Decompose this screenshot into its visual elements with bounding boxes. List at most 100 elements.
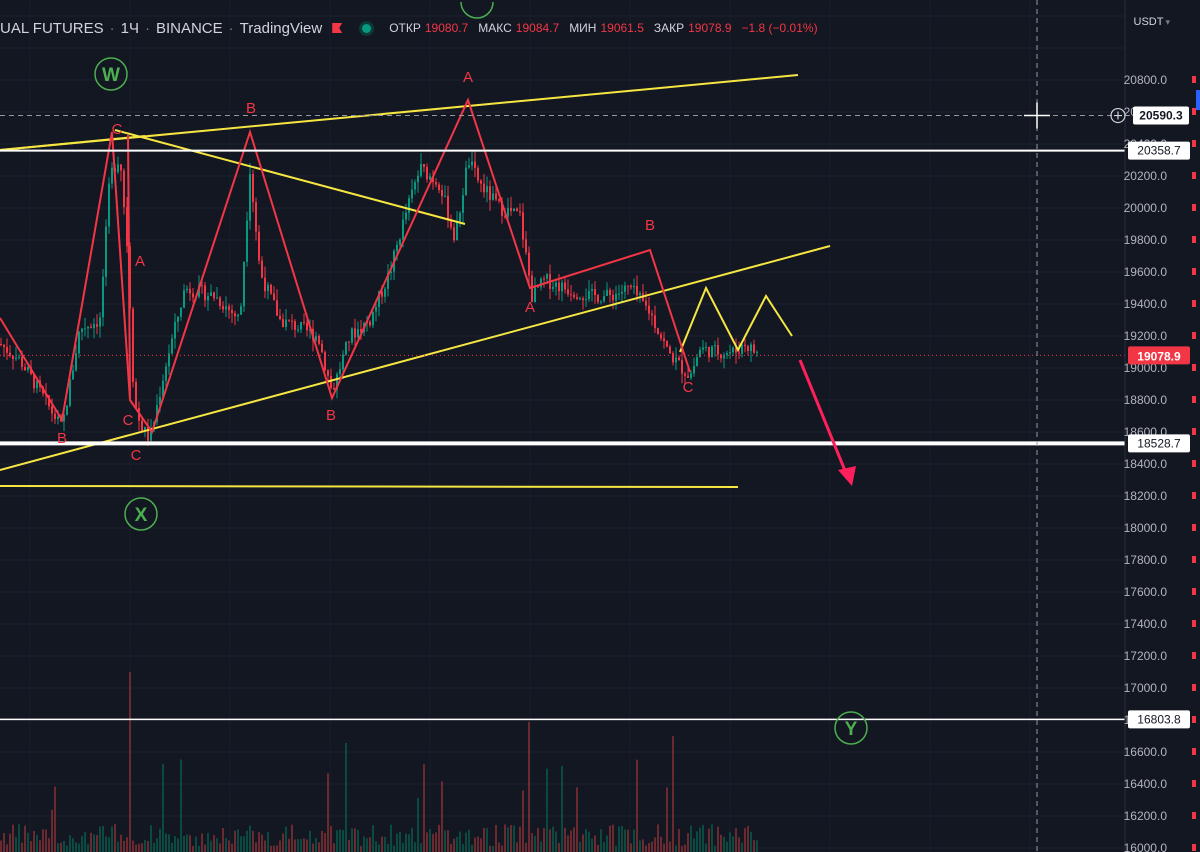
candle-body (69, 379, 71, 406)
add-alert-icon[interactable] (1110, 107, 1126, 124)
price-tick-label: 18800.0 (1124, 393, 1168, 407)
volume-bar (426, 832, 428, 852)
volume-bar (570, 830, 572, 852)
candle-body (462, 195, 464, 213)
volume-bar (456, 836, 458, 852)
volume-bar (330, 825, 332, 852)
price-tick-label: 19000.0 (1124, 361, 1168, 375)
volume-bar (48, 838, 50, 852)
volume-bar (600, 829, 602, 852)
alert-marker (1192, 652, 1196, 659)
volume-bar (666, 787, 668, 852)
candle-body (369, 321, 371, 326)
volume-bar (327, 773, 329, 852)
volume-bar (567, 835, 569, 852)
candle-body (282, 319, 284, 328)
candle-body (687, 375, 689, 378)
volume-bar (363, 836, 365, 852)
candle-body (384, 288, 386, 297)
wave-segment (127, 134, 131, 399)
alert-marker (1192, 140, 1196, 147)
candle-body (141, 420, 143, 432)
candle-body (159, 396, 161, 406)
volume-bar (24, 825, 26, 852)
candle-body (651, 313, 653, 316)
candle-body (453, 227, 455, 241)
candle-body (381, 291, 383, 297)
candle-body (6, 347, 8, 353)
volume-bar (474, 837, 476, 852)
volume-bar (120, 834, 122, 852)
candle-body (327, 370, 329, 376)
candle-body (348, 341, 350, 343)
price-tick-label: 18200.0 (1124, 489, 1168, 503)
price-axis[interactable]: 20800.020600.020400.020200.020000.019800… (1110, 0, 1200, 852)
volume-bar (240, 836, 242, 852)
volume-bar (171, 842, 173, 852)
volume-bar (387, 843, 389, 852)
volume-bar (123, 840, 125, 852)
volume-bar (642, 839, 644, 852)
last-price-tag (1128, 346, 1190, 365)
candle-body (675, 357, 677, 363)
ohlc-values: ОТКР 19080.7 МАКС 19084.7 МИН 19061.5 ЗАКР 1… (389, 21, 823, 35)
wave-label: A (135, 253, 145, 270)
candle-body (294, 321, 296, 330)
candle-body (756, 351, 758, 353)
candle-body (351, 328, 353, 343)
volume-bar (159, 828, 161, 852)
wave-degree-label: Y (845, 719, 858, 740)
exchange: BINANCE (155, 19, 223, 37)
last-price-label: 19078.9 (1137, 349, 1181, 363)
candle-body (27, 367, 29, 371)
alert-marker (1192, 108, 1196, 115)
interval[interactable]: 1Ч (120, 19, 139, 37)
close-label: ЗАКР (653, 21, 685, 35)
alert-marker (1192, 268, 1196, 275)
candle-body (606, 289, 608, 297)
alert-marker (1192, 684, 1196, 691)
volume-bar (249, 825, 251, 852)
volume-bar (543, 828, 545, 852)
volume-bar (564, 827, 566, 852)
candle-body (333, 387, 335, 390)
wave-label: B (645, 217, 655, 234)
volume-bar (516, 842, 518, 852)
volume-bar (42, 829, 44, 852)
volume-bar (0, 840, 2, 852)
volume-bar (366, 838, 368, 852)
alert-marker (1192, 716, 1196, 723)
candle-body (525, 239, 527, 253)
candle-body (243, 261, 245, 307)
volume-bar (510, 825, 512, 852)
candle-body (249, 173, 251, 221)
flag-icon[interactable] (332, 23, 343, 33)
volume-bar (561, 765, 563, 852)
candle-body (12, 355, 14, 360)
volume-bar (231, 843, 233, 852)
alert-marker (1192, 780, 1196, 787)
candle-body (684, 373, 686, 376)
candle-body (681, 360, 683, 374)
candle-body (663, 338, 665, 342)
candle-body (390, 271, 392, 274)
volume-bar (156, 838, 158, 852)
volume-bar (267, 832, 269, 852)
volume-bar (696, 831, 698, 852)
volume-bar (558, 843, 560, 852)
volume-bar (399, 831, 401, 852)
volume-bar (297, 839, 299, 852)
candle-body (483, 183, 485, 193)
volume-bar (441, 781, 443, 852)
volume-bar (300, 839, 302, 852)
candle-body (246, 220, 248, 262)
volume-bar (60, 842, 62, 852)
candle-body (723, 355, 725, 359)
volume-bar (126, 837, 128, 852)
currency-selector[interactable]: USDT (1134, 16, 1170, 28)
symbol-name[interactable]: UAL FUTURES (0, 19, 104, 37)
wave-degree-circle (94, 57, 128, 91)
price-tick-label: 17600.0 (1124, 585, 1168, 599)
